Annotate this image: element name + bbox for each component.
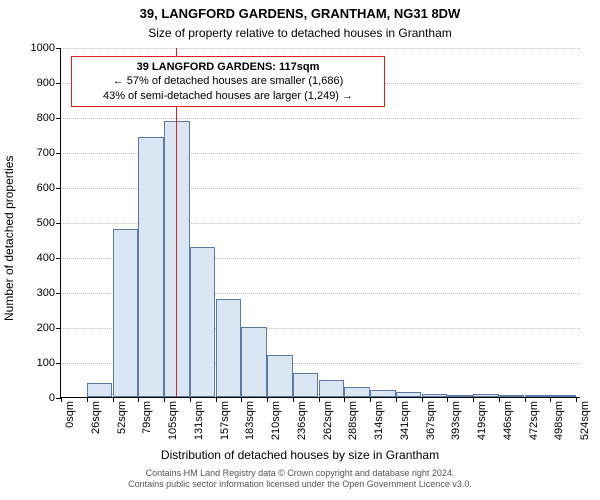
chart-title-line1: 39, LANGFORD GARDENS, GRANTHAM, NG31 8DW bbox=[0, 6, 600, 21]
xtick-mark bbox=[344, 397, 345, 402]
ytick-mark bbox=[56, 328, 61, 329]
ytick-label: 700 bbox=[37, 147, 55, 159]
ytick-label: 400 bbox=[37, 252, 55, 264]
xtick-mark bbox=[190, 397, 191, 402]
ytick-mark bbox=[56, 363, 61, 364]
ytick-label: 300 bbox=[37, 287, 55, 299]
xtick-label: 393sqm bbox=[450, 401, 462, 440]
ytick-label: 500 bbox=[37, 217, 55, 229]
histogram-bar bbox=[422, 394, 448, 398]
y-axis-label: Number of detached properties bbox=[2, 156, 16, 321]
footer-text: Contains HM Land Registry data © Crown c… bbox=[0, 468, 600, 491]
histogram-bar bbox=[87, 383, 113, 397]
histogram-bar bbox=[396, 392, 422, 397]
annotation-line2: ← 57% of detached houses are smaller (1,… bbox=[78, 74, 378, 88]
xtick-mark bbox=[370, 397, 371, 402]
ytick-label: 1000 bbox=[31, 42, 55, 54]
xtick-label: 367sqm bbox=[425, 401, 437, 440]
xtick-mark bbox=[216, 397, 217, 402]
xtick-label: 157sqm bbox=[219, 401, 231, 440]
histogram-bar bbox=[138, 137, 164, 397]
xtick-label: 524sqm bbox=[579, 401, 591, 440]
plot-area: 010020030040050060070080090010000sqm26sq… bbox=[60, 48, 580, 398]
annotation-line3: 43% of semi-detached houses are larger (… bbox=[78, 89, 378, 103]
ytick-label: 900 bbox=[37, 77, 55, 89]
footer-line2: Contains public sector information licen… bbox=[0, 479, 600, 490]
xtick-label: 419sqm bbox=[476, 401, 488, 440]
xtick-mark bbox=[499, 397, 500, 402]
xtick-label: 236sqm bbox=[296, 401, 308, 440]
xtick-mark bbox=[138, 397, 139, 402]
ytick-mark bbox=[56, 293, 61, 294]
ytick-label: 600 bbox=[37, 182, 55, 194]
ytick-label: 0 bbox=[49, 392, 55, 404]
xtick-label: 131sqm bbox=[193, 401, 205, 440]
xtick-mark bbox=[550, 397, 551, 402]
annotation-box: 39 LANGFORD GARDENS: 117sqm ← 57% of det… bbox=[71, 56, 385, 107]
xtick-mark bbox=[576, 397, 577, 402]
histogram-bar bbox=[319, 380, 345, 398]
xtick-mark bbox=[87, 397, 88, 402]
histogram-bar bbox=[525, 395, 551, 397]
xtick-mark bbox=[113, 397, 114, 402]
histogram-bar bbox=[550, 395, 576, 397]
histogram-bar bbox=[473, 394, 499, 397]
xtick-mark bbox=[164, 397, 165, 402]
histogram-bar bbox=[190, 247, 216, 398]
histogram-bar bbox=[113, 229, 139, 397]
gridline-h bbox=[61, 118, 580, 119]
xtick-mark bbox=[61, 397, 62, 402]
histogram-bar bbox=[447, 395, 473, 397]
xtick-mark bbox=[473, 397, 474, 402]
xtick-mark bbox=[396, 397, 397, 402]
ytick-label: 200 bbox=[37, 322, 55, 334]
ytick-mark bbox=[56, 258, 61, 259]
ytick-label: 800 bbox=[37, 112, 55, 124]
annotation-line1: 39 LANGFORD GARDENS: 117sqm bbox=[78, 60, 378, 74]
xtick-mark bbox=[525, 397, 526, 402]
histogram-bar bbox=[293, 373, 319, 398]
gridline-h bbox=[61, 48, 580, 49]
xtick-label: 446sqm bbox=[502, 401, 514, 440]
ytick-label: 100 bbox=[37, 357, 55, 369]
xtick-label: 105sqm bbox=[167, 401, 179, 440]
histogram-bar bbox=[370, 390, 396, 397]
xtick-label: 341sqm bbox=[399, 401, 411, 440]
xtick-label: 210sqm bbox=[270, 401, 282, 440]
ytick-mark bbox=[56, 48, 61, 49]
ytick-mark bbox=[56, 223, 61, 224]
footer-line1: Contains HM Land Registry data © Crown c… bbox=[0, 468, 600, 479]
histogram-bar bbox=[267, 355, 293, 397]
xtick-mark bbox=[293, 397, 294, 402]
ytick-mark bbox=[56, 188, 61, 189]
xtick-label: 288sqm bbox=[347, 401, 359, 440]
xtick-label: 183sqm bbox=[244, 401, 256, 440]
x-axis-label: Distribution of detached houses by size … bbox=[0, 448, 600, 462]
xtick-mark bbox=[447, 397, 448, 402]
xtick-label: 79sqm bbox=[141, 401, 153, 434]
ytick-mark bbox=[56, 118, 61, 119]
histogram-bar bbox=[344, 387, 370, 398]
xtick-mark bbox=[267, 397, 268, 402]
xtick-label: 472sqm bbox=[528, 401, 540, 440]
xtick-label: 262sqm bbox=[322, 401, 334, 440]
xtick-label: 26sqm bbox=[90, 401, 102, 434]
xtick-mark bbox=[319, 397, 320, 402]
histogram-bar bbox=[241, 327, 267, 397]
xtick-mark bbox=[422, 397, 423, 402]
xtick-label: 314sqm bbox=[373, 401, 385, 440]
xtick-label: 498sqm bbox=[553, 401, 565, 440]
chart-title-line2: Size of property relative to detached ho… bbox=[0, 26, 600, 40]
histogram-bar bbox=[216, 299, 242, 397]
histogram-bar bbox=[499, 395, 525, 397]
xtick-label: 52sqm bbox=[116, 401, 128, 434]
chart-container: 39, LANGFORD GARDENS, GRANTHAM, NG31 8DW… bbox=[0, 0, 600, 500]
xtick-mark bbox=[241, 397, 242, 402]
ytick-mark bbox=[56, 153, 61, 154]
xtick-label: 0sqm bbox=[64, 401, 76, 428]
ytick-mark bbox=[56, 83, 61, 84]
